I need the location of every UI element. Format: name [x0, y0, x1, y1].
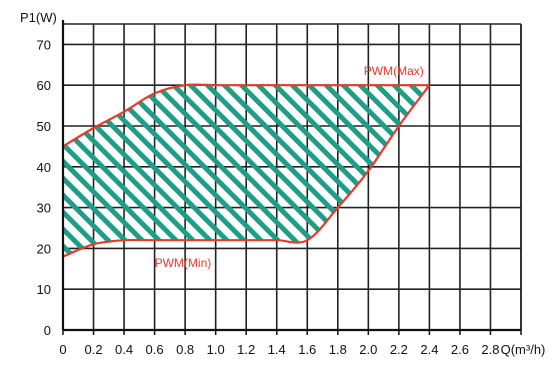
x-tick-label: 0: [59, 342, 66, 357]
x-tick-label: 1.2: [237, 342, 255, 357]
x-tick-label: 1.6: [298, 342, 316, 357]
y-tick-label: 20: [37, 241, 51, 256]
x-tick-label: 0.8: [176, 342, 194, 357]
x-tick-label: 2.2: [390, 342, 408, 357]
y-tick-label: 30: [37, 201, 51, 216]
x-tick-label: 2.4: [420, 342, 438, 357]
x-tick-label: 1.4: [268, 342, 286, 357]
x-tick-label: 0.4: [115, 342, 133, 357]
y-tick-label: 10: [37, 282, 51, 297]
x-tick-label: 2.6: [451, 342, 469, 357]
y-tick-label: 40: [37, 160, 51, 175]
x-tick-label: 0.6: [146, 342, 164, 357]
pwm-max-label: PWM(Max): [364, 64, 424, 78]
x-tick-label: 0.2: [84, 342, 102, 357]
y-tick-label: 50: [37, 119, 51, 134]
operating-envelope-area: [63, 85, 429, 257]
y-tick-label: 60: [37, 78, 51, 93]
y-tick-label: 0: [44, 323, 51, 338]
x-tick-label: 2.0: [359, 342, 377, 357]
x-axis-label: Q(m³/h): [501, 342, 546, 357]
y-tick-label: 70: [37, 37, 51, 52]
x-tick-label: 2.8: [481, 342, 499, 357]
x-tick-label: 1.8: [329, 342, 347, 357]
pwm-min-label: PWM(Min): [155, 256, 212, 270]
y-axis-label: P1(W): [20, 10, 57, 25]
x-tick-label: 1.0: [207, 342, 225, 357]
